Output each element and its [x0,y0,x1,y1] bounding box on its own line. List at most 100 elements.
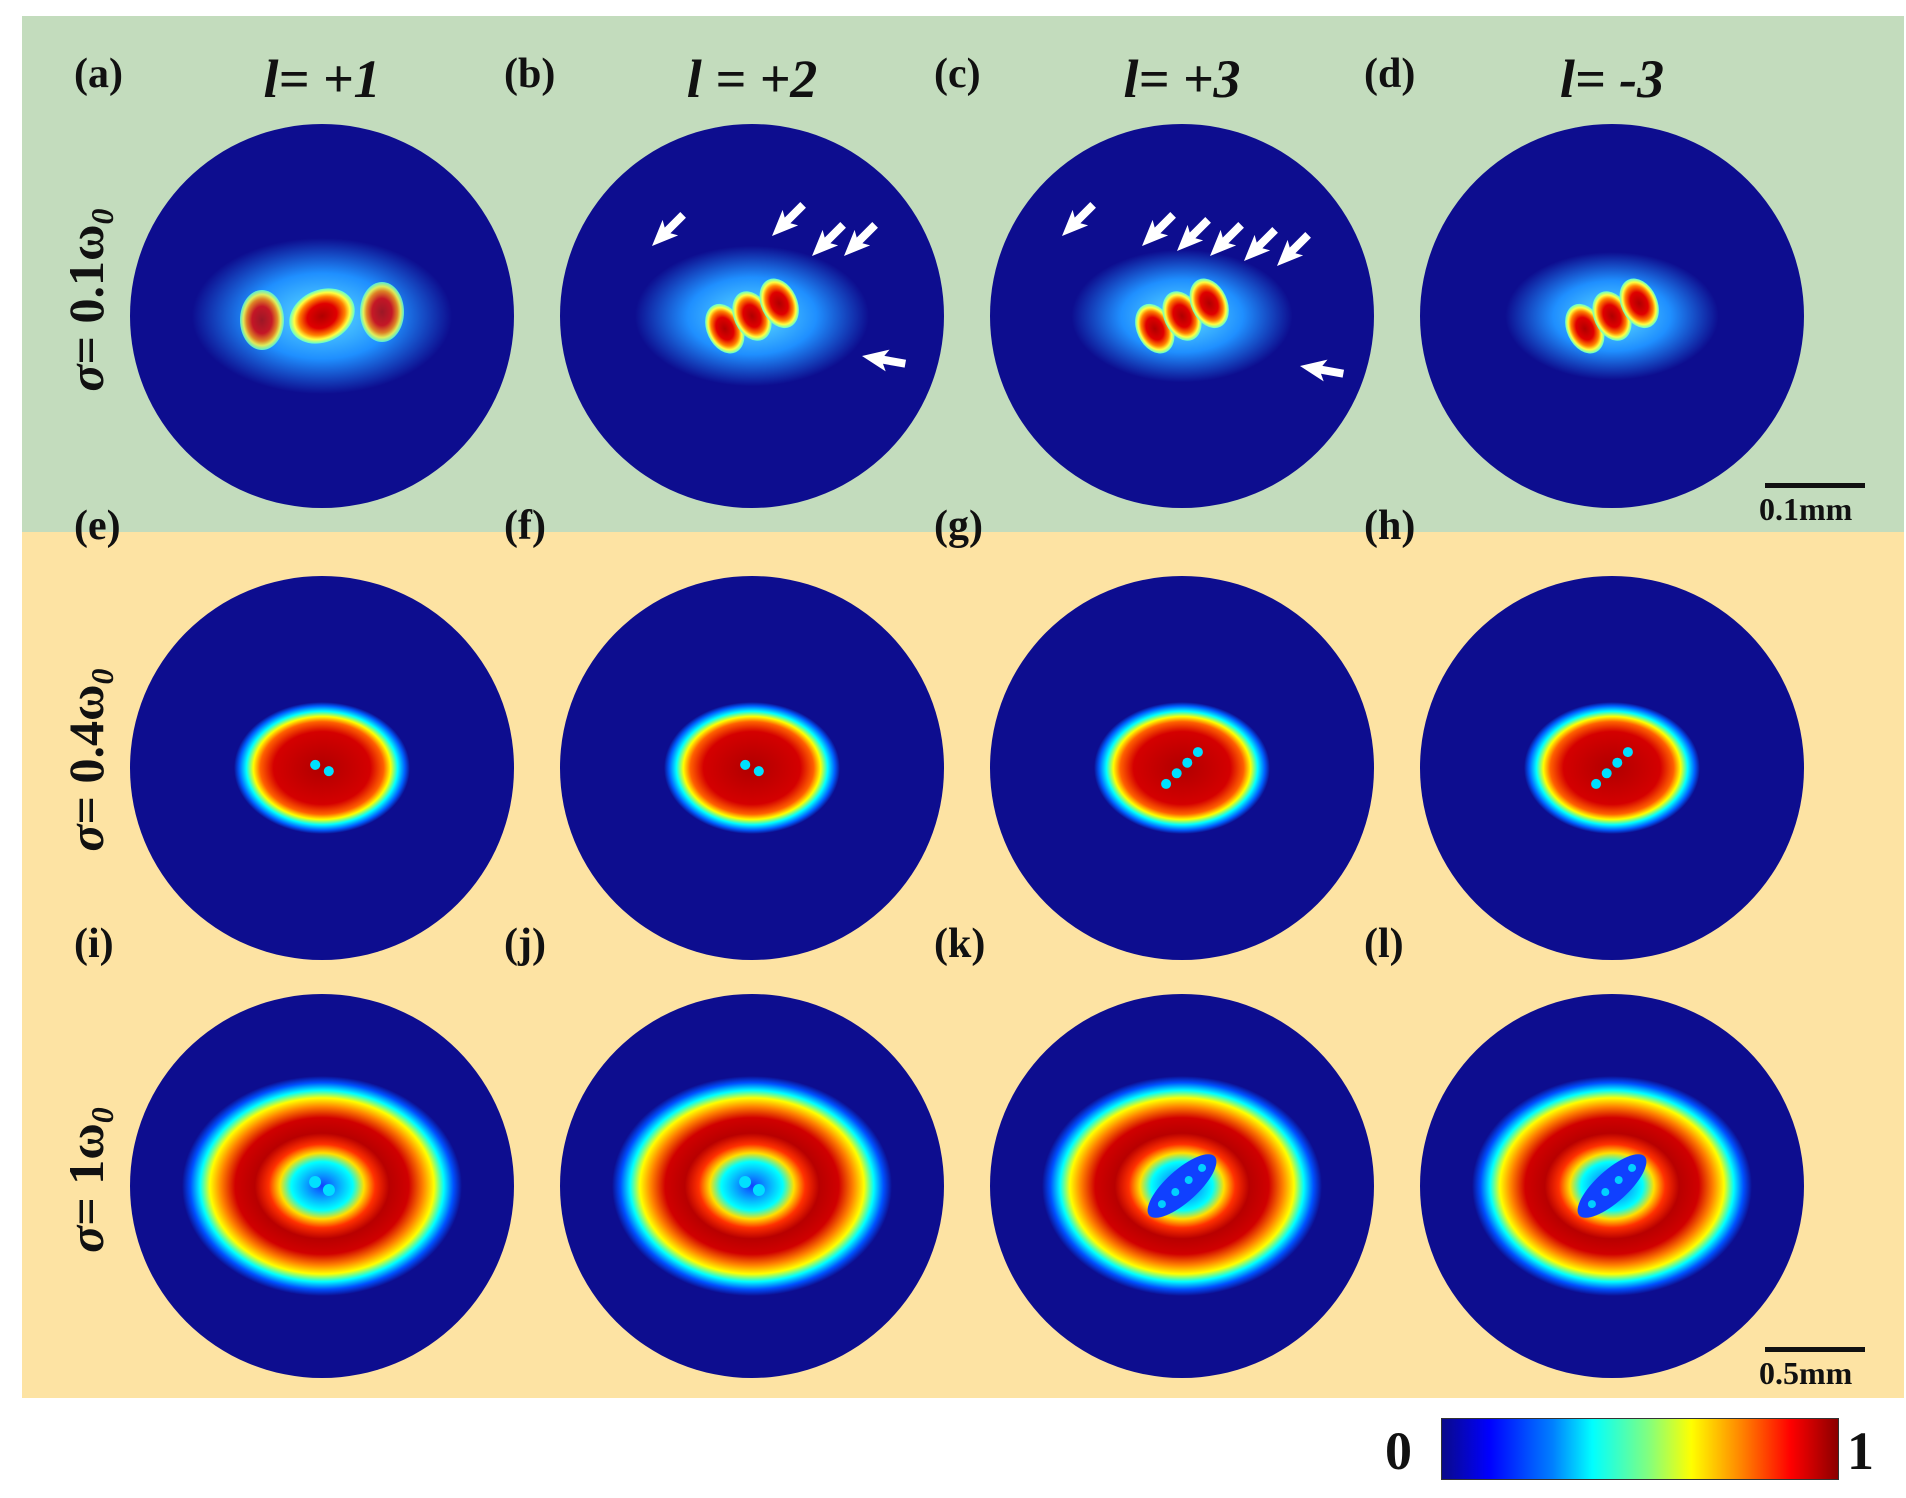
side-lobe [240,290,284,350]
vortex-spot [739,1176,752,1188]
vortex-spot [310,759,321,770]
row-label-sigma-0-4: σ= 0.4ω0 [56,560,120,960]
vortex-spot [1628,1163,1637,1172]
intensity-plot [990,576,1374,960]
intensity-panel: (b) [504,51,944,508]
intensity-plot [560,124,944,508]
column-header-l-minus-3: l= -3 [1559,49,1665,109]
panel-tag: (b) [504,51,556,97]
intensity-panel: (d) [1364,51,1804,508]
intensity-ring [664,702,840,834]
vortex-spot [753,766,764,777]
panel-tag: (d) [1364,51,1416,97]
arrow-marker [1244,227,1278,261]
scale-bar-label: 0.1mm [1759,491,1853,527]
arrow-marker [1300,359,1345,382]
intensity-lobe [1619,278,1659,329]
intensity-lobe [1189,278,1229,329]
arrow-marker [862,349,907,372]
intensity-plot [990,994,1374,1378]
arrow-marker [812,222,846,256]
colorbar: 0 1 [1385,1410,1905,1490]
intensity-panel: (k) [934,921,1374,1378]
panel-tag: (e) [74,503,121,549]
intensity-lobe [759,278,799,329]
intensity-ring [1094,702,1270,834]
vortex-spot [1161,778,1172,789]
side-lobe [360,282,404,342]
vortex-spot [1198,1163,1207,1172]
intensity-panel: (f) [504,503,944,960]
intensity-plot [1420,576,1804,960]
panel-tag: (c) [934,51,981,97]
column-header-l-plus-3: l= +3 [1123,49,1241,109]
scale-bar-line [1765,1347,1865,1352]
vortex-spot [1612,757,1623,768]
vortex-spot [1157,1200,1166,1209]
arrow-marker [844,222,878,256]
intensity-panel: (h) [1364,503,1804,960]
intensity-plot [130,576,514,960]
arrow-marker [772,202,806,236]
sigma-symbol: σ [58,1225,114,1253]
arrow-marker [652,212,686,246]
intensity-donut [182,1076,462,1296]
panel-tag: (k) [934,921,986,967]
sigma-subscript: 0 [84,1107,120,1124]
scale-bar-label: 0.5mm [1759,1355,1853,1391]
vortex-spot [752,1184,765,1196]
panel-tag: (g) [934,503,983,549]
intensity-panel: (a) [74,51,514,508]
sigma-value: = 0.1ω [58,224,114,365]
vortex-spot [322,1184,335,1196]
panel-tag: (j) [504,921,546,967]
vortex-spot [1171,768,1182,779]
vortex-spot [1182,757,1193,768]
intensity-lobe [289,288,355,344]
vortex-spot [1591,778,1602,789]
intensity-donut [612,1076,892,1296]
sigma-symbol: σ [58,824,114,852]
vortex-spot [1184,1175,1193,1184]
arrow-marker [1062,202,1096,236]
sigma-symbol: σ [58,364,114,392]
intensity-ring [1524,702,1700,834]
intensity-plot [560,576,944,960]
vortex-spot [1601,768,1612,779]
intensity-plot [990,124,1374,508]
row-label-sigma-1: σ= 1ω0 [56,980,120,1380]
vortex-spot [1192,747,1203,758]
arrow-marker [1177,217,1211,251]
vortex-spot [1587,1200,1596,1209]
sigma-subscript: 0 [84,668,120,685]
intensity-panel: (l) [1364,921,1804,1378]
vortex-spot [309,1176,322,1188]
sigma-value: = 1ω [58,1123,114,1226]
panel-tag: (l) [1364,921,1404,967]
panel-tag: (f) [504,503,546,549]
vortex-spot [323,766,334,777]
intensity-panel: (i) [74,921,514,1378]
intensity-panel: (j) [504,921,944,1378]
colorbar-max-label: 1 [1847,1421,1874,1481]
intensity-plot [130,994,514,1378]
column-header-l-plus-2: l = +2 [686,49,818,109]
vortex-spot [1614,1175,1623,1184]
panel-tag: (h) [1364,503,1416,549]
sigma-value: = 0.4ω [58,684,114,825]
intensity-plot [1420,124,1804,508]
row-label-sigma-0-1: σ= 0.1ω0 [56,100,120,500]
intensity-panel: (g) [934,503,1374,960]
scale-bar-line [1765,483,1865,488]
vortex-spot [1601,1188,1610,1197]
intensity-plot [130,124,514,508]
arrow-marker [1142,212,1176,246]
panel-tag: (a) [74,51,123,97]
intensity-ring [234,702,410,834]
arrow-marker [1210,222,1244,256]
intensity-panel: (e) [74,503,514,960]
intensity-plot [1420,994,1804,1378]
panel-tag: (i) [74,921,114,967]
vortex-spot [740,759,751,770]
